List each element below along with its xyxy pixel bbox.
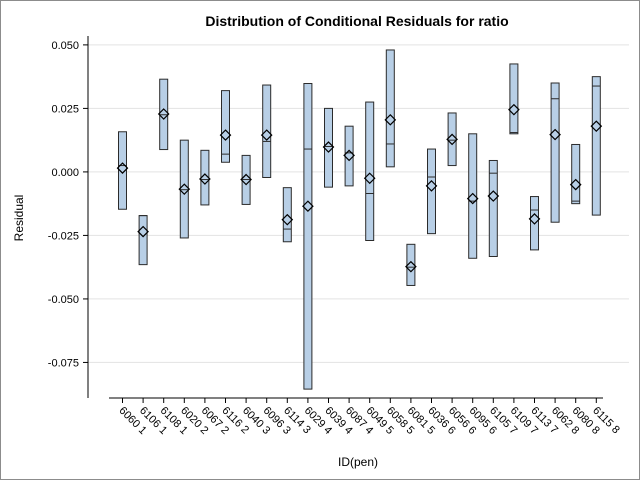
y-tick-label: 0.000 [51, 167, 79, 179]
mean-marker [590, 120, 603, 133]
box-group [549, 82, 561, 223]
mean-marker [240, 173, 252, 186]
box [550, 82, 560, 223]
mean-marker [219, 129, 232, 141]
y-tick-label: -0.025 [48, 230, 79, 242]
grid-layer [88, 44, 629, 363]
box-group [343, 125, 355, 187]
box-group [487, 159, 500, 258]
box-group [569, 143, 582, 205]
box [179, 139, 189, 239]
mean-marker [178, 183, 191, 196]
box-group [157, 78, 170, 151]
mean-marker [446, 133, 458, 146]
mean-marker [363, 172, 376, 185]
mean-marker [302, 200, 314, 213]
y-tick-label: 0.025 [51, 103, 79, 115]
box [221, 90, 230, 163]
box [488, 159, 498, 258]
mean-marker [322, 141, 335, 153]
box [571, 143, 581, 205]
box-group [116, 131, 129, 210]
box-group [508, 63, 520, 135]
box-group [178, 139, 191, 239]
box-group [199, 149, 211, 206]
y-tick-label: -0.075 [48, 357, 79, 369]
box-group [405, 243, 417, 286]
box-group [466, 133, 479, 259]
box-group [425, 148, 438, 235]
mean-marker [116, 162, 129, 174]
box-group [240, 154, 252, 205]
box-group [590, 76, 603, 216]
box-group [281, 187, 294, 243]
mean-marker [466, 192, 479, 205]
box-group [528, 196, 541, 251]
mean-marker [528, 213, 541, 225]
mean-marker [281, 213, 294, 226]
mean-marker [405, 260, 417, 273]
box-group [260, 84, 273, 178]
mean-marker [569, 178, 582, 191]
chart-title: Distribution of Conditional Residuals fo… [205, 13, 508, 29]
mean-marker [508, 103, 520, 116]
mean-marker [549, 128, 561, 141]
mean-marker [157, 108, 170, 120]
mean-marker [199, 173, 211, 185]
box [509, 63, 519, 135]
mean-marker [260, 129, 273, 141]
box-group [302, 83, 314, 390]
mean-marker [343, 149, 355, 162]
box [262, 84, 272, 178]
y-axis-label: Residual [12, 195, 26, 242]
box-group [363, 101, 376, 241]
box [344, 125, 354, 187]
box [591, 76, 601, 216]
x-axis-label: ID(pen) [338, 455, 378, 469]
box-group [137, 215, 149, 266]
mean-marker [137, 225, 149, 238]
mean-marker [384, 113, 397, 126]
box-group [384, 49, 397, 168]
box [365, 101, 375, 241]
box [118, 131, 127, 210]
y-tick-label: 0.050 [51, 40, 79, 52]
box [324, 107, 333, 188]
mean-marker [425, 180, 438, 192]
box [138, 215, 148, 266]
box [303, 83, 313, 390]
box-layer [116, 49, 603, 390]
y-tick-label: -0.050 [48, 294, 79, 306]
box [468, 133, 478, 259]
box [385, 49, 395, 168]
box-group [446, 112, 458, 167]
mean-marker [487, 190, 500, 202]
box [447, 112, 457, 167]
box-group [219, 90, 232, 163]
box-group [322, 107, 335, 188]
